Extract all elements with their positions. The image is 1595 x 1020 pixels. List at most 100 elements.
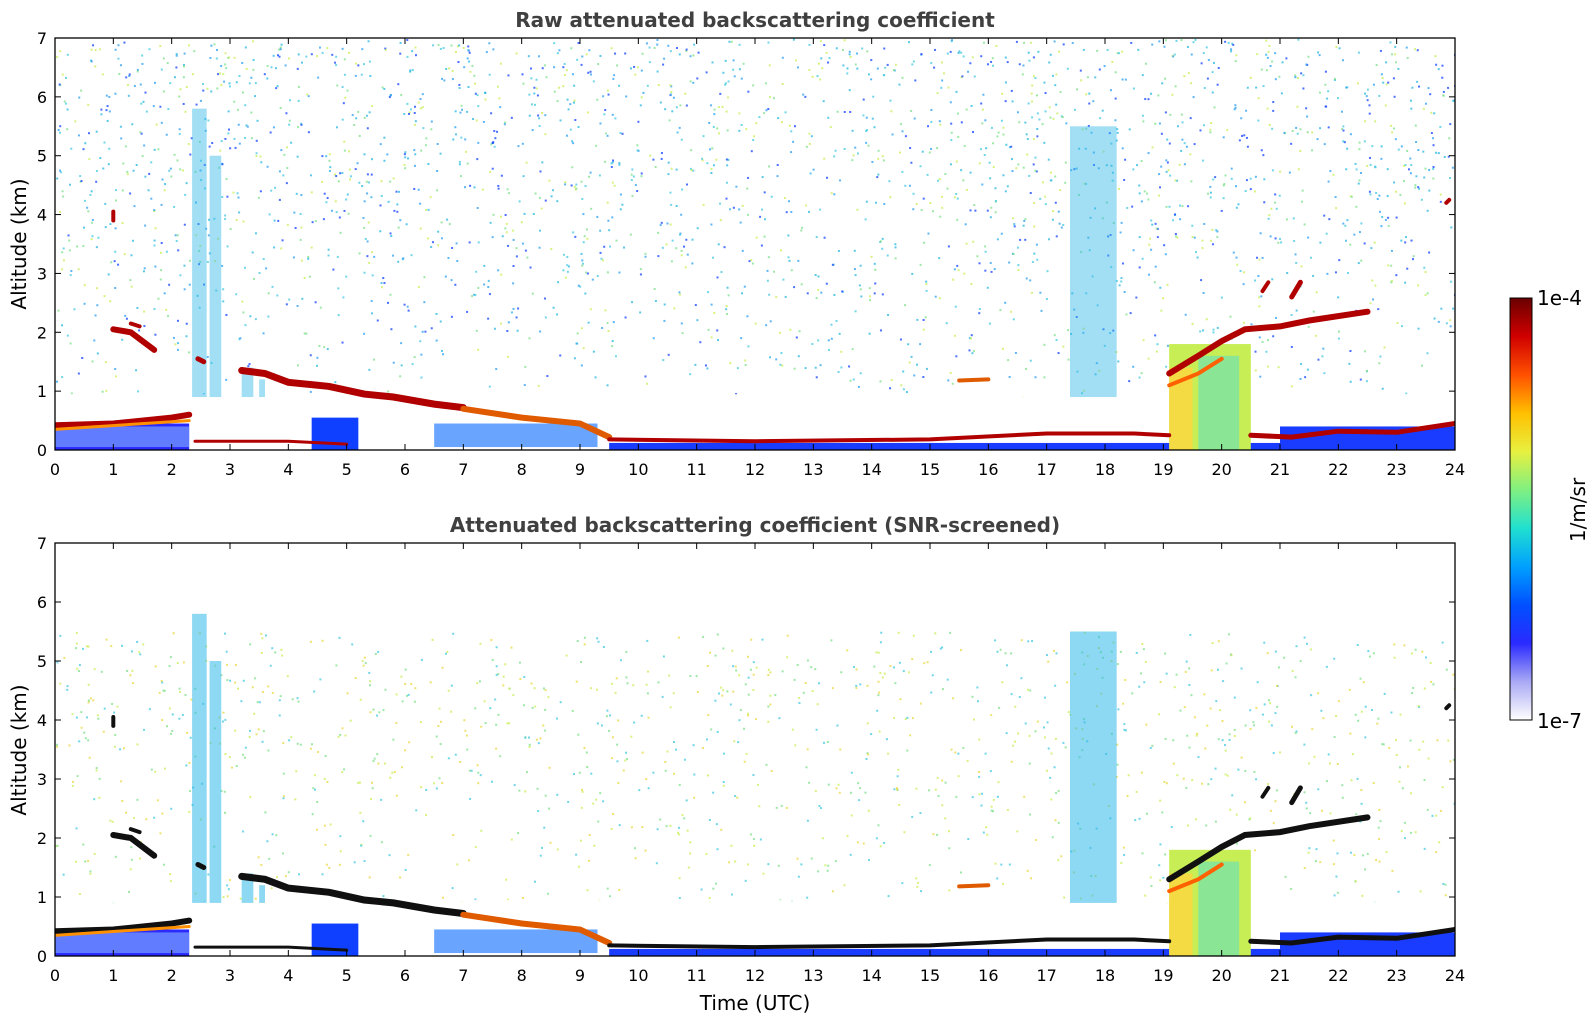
y-tick-label: 7 [37,534,47,553]
noise-pixel [717,243,720,246]
noise-pixel [817,870,820,873]
noise-pixel [534,192,537,195]
noise-pixel [648,46,651,49]
noise-pixel [249,643,252,646]
noise-pixel [1286,272,1289,275]
noise-pixel [139,83,142,86]
noise-pixel [859,288,862,291]
noise-pixel [1271,169,1274,172]
noise-pixel [1008,863,1011,866]
noise-pixel [160,251,163,254]
noise-pixel [599,229,602,232]
noise-pixel [297,126,300,129]
noise-pixel [1085,93,1088,96]
noise-pixel [915,877,918,880]
noise-pixel [1216,668,1219,671]
noise-pixel [566,69,569,72]
noise-pixel [837,371,840,374]
y-tick-label: 4 [37,206,47,225]
noise-pixel [595,798,598,801]
noise-pixel [1189,153,1192,156]
noise-pixel [833,293,836,296]
noise-pixel [1256,53,1259,56]
noise-pixel [978,312,981,315]
noise-pixel [637,120,640,123]
noise-pixel [1044,195,1047,198]
noise-pixel [346,692,349,695]
noise-pixel [107,273,110,276]
noise-pixel [1046,721,1049,724]
noise-pixel [969,337,972,340]
heatmap-noise [55,38,1455,399]
noise-pixel [232,191,235,194]
noise-pixel [420,149,423,152]
noise-pixel [1438,841,1441,844]
noise-pixel [121,338,124,341]
noise-pixel [1034,376,1037,379]
noise-pixel [474,92,477,95]
noise-pixel [92,44,95,47]
noise-pixel [169,656,172,659]
noise-pixel [366,192,369,195]
noise-pixel [297,700,300,703]
noise-pixel [620,659,623,662]
noise-pixel [957,269,960,272]
noise-pixel [808,43,811,46]
noise-pixel [1201,247,1204,250]
noise-pixel [1341,796,1344,799]
noise-pixel [75,827,78,830]
noise-pixel [534,880,537,883]
noise-pixel [507,74,510,77]
noise-pixel [642,91,645,94]
noise-pixel [1279,170,1282,173]
noise-pixel [968,337,971,340]
noise-pixel [451,78,454,81]
noise-pixel [414,120,417,123]
noise-pixel [1382,81,1385,84]
noise-pixel [409,70,412,73]
noise-pixel [1118,284,1121,287]
noise-pixel [1088,102,1091,105]
noise-pixel [1158,173,1161,176]
noise-pixel [1116,743,1119,746]
noise-pixel [1307,851,1310,854]
noise-pixel [1407,168,1410,171]
noise-pixel [458,163,461,166]
noise-pixel [1135,790,1138,793]
noise-pixel [1111,171,1114,174]
noise-pixel [681,814,684,817]
noise-pixel [354,168,357,171]
noise-pixel [1023,41,1026,44]
noise-pixel [1348,688,1351,691]
noise-pixel [539,737,542,740]
noise-pixel [991,810,994,813]
noise-pixel [790,269,793,272]
noise-pixel [417,101,420,104]
noise-pixel [596,275,599,278]
noise-pixel [821,837,824,840]
noise-pixel [723,752,726,755]
noise-pixel [1162,297,1165,300]
noise-pixel [278,48,281,51]
noise-pixel [1431,137,1434,140]
noise-pixel [755,718,758,721]
noise-pixel [154,665,157,668]
noise-pixel [376,319,379,322]
noise-pixel [670,90,673,93]
noise-pixel [113,745,116,748]
noise-pixel [683,817,686,820]
noise-pixel [273,246,276,249]
noise-pixel [859,264,862,267]
noise-pixel [1357,262,1360,265]
noise-pixel [450,279,453,282]
noise-pixel [1154,334,1157,337]
noise-pixel [1284,875,1287,878]
noise-pixel [401,766,404,769]
noise-pixel [962,746,965,749]
noise-pixel [580,364,583,367]
noise-pixel [1400,830,1403,833]
noise-pixel [1121,50,1124,53]
noise-pixel [656,70,659,73]
noise-pixel [601,259,604,262]
noise-pixel [853,666,856,669]
